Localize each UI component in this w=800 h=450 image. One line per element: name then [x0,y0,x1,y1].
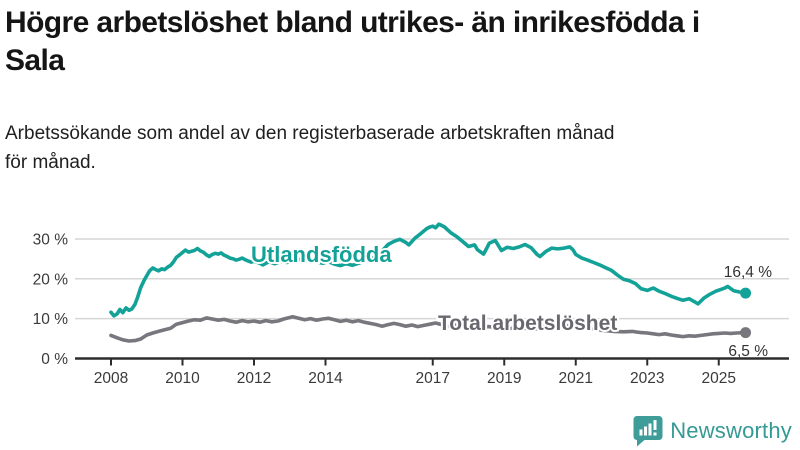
bar-chart-speech-bubble-icon [633,416,663,447]
newsworthy-logo: Newsworthy [633,415,792,447]
x-tick-label: 2012 [237,370,271,387]
page-title-line2: Sala [5,44,65,77]
x-tick-label: 2023 [630,370,664,387]
brand-name: Newsworthy [670,418,792,443]
end-dot-utlandsfodda [740,287,752,299]
series-line-utlandsfodda [109,222,748,318]
series-line-total [109,314,748,343]
x-tick-label: 2017 [416,370,450,387]
chart-subtitle-line2: för månad. [5,152,96,173]
x-tick-label: 2021 [559,370,593,387]
series-label-total-arbetsloshet: Total arbetslöshet [438,312,617,335]
end-value-total: 6,5 % [728,343,768,360]
x-tick-label: 2019 [487,370,521,387]
page-title: Högre arbetslöshet bland utrikes- än inr… [5,4,797,80]
x-tick-label: 2025 [702,370,736,387]
y-tick-label: 10 % [33,311,69,328]
series-label-utlandsfodda: Utlandsfödda [251,242,392,267]
chart-subtitle: Arbetssökande som andel av den registerb… [5,119,745,177]
x-tick-label: 2010 [165,370,200,387]
x-tick-label: 2014 [308,370,343,387]
end-dot-total [740,327,752,339]
end-value-utlandsfodda: 16,4 % [724,264,772,281]
page-title-line1: Högre arbetslöshet bland utrikes- än inr… [5,6,700,39]
x-tick-label: 2008 [94,370,128,387]
y-tick-label: 30 % [33,231,69,248]
y-tick-label: 20 % [33,271,69,288]
chart-subtitle-line1: Arbetssökande som andel av den registerb… [5,123,615,144]
y-tick-label: 0 % [41,351,68,368]
